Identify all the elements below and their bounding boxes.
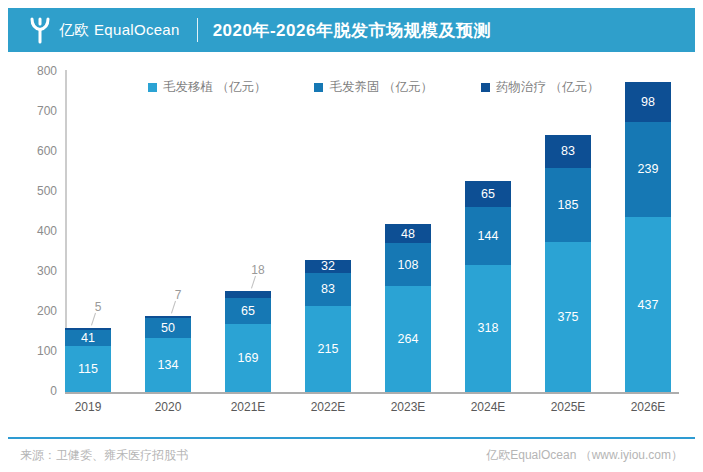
legend-label: 毛发移植 （亿元）: [163, 79, 266, 96]
callout-leader-line: [91, 312, 96, 325]
legend-label: 毛发养固 （亿元）: [329, 79, 432, 96]
bar-value-callout: 18: [245, 263, 271, 277]
x-axis-category-label: 2019: [53, 400, 123, 414]
bar-value-label: 134: [158, 358, 179, 372]
bar-value-label: 185: [558, 198, 579, 212]
bar-segment: 239: [625, 122, 671, 218]
bar-value-label: 375: [558, 310, 579, 324]
bar-segment: [65, 328, 111, 330]
bar-segment: 318: [465, 265, 511, 392]
bar-segment: 134: [145, 338, 191, 392]
header-bar: 亿欧 EqualOcean 2020年-2026年脱发市场规模及预测: [8, 8, 695, 52]
legend-label: 药物治疗 （亿元）: [496, 79, 599, 96]
bar-value-label: 318: [478, 321, 499, 335]
bar-segment: 98: [625, 82, 671, 121]
y-axis-tick-label: 0: [23, 384, 57, 398]
legend-marker-icon: [148, 83, 157, 92]
bar-value-label: 98: [641, 95, 655, 109]
bar-value-label: 239: [638, 162, 659, 176]
bar-value-label: 50: [161, 321, 175, 335]
bar-segment: [225, 291, 271, 298]
bar-value-label: 115: [78, 362, 98, 376]
callout-leader-line: [251, 276, 256, 289]
bar-value-label: 264: [398, 332, 419, 346]
bar-segment: 264: [385, 286, 431, 392]
legend-marker-icon: [481, 83, 490, 92]
bar-value-label: 169: [238, 351, 259, 365]
credit-note: 亿欧EqualOcean （www.iyiou.com）: [486, 447, 683, 464]
legend-item: 毛发养固 （亿元）: [314, 79, 432, 96]
x-axis-category-label: 2021E: [213, 400, 283, 414]
footer-divider: [8, 437, 695, 439]
logo: 亿欧 EqualOcean: [28, 16, 180, 44]
chart-legend: 毛发移植 （亿元） 毛发养固 （亿元） 药物治疗 （亿元）: [148, 79, 599, 96]
bar-segment: 50: [145, 318, 191, 338]
bar-segment: [145, 316, 191, 319]
bar-value-label: 83: [561, 144, 575, 158]
bar-segment: 48: [385, 224, 431, 243]
infographic-page: 亿欧 EqualOcean 2020年-2026年脱发市场规模及预测 毛发移植 …: [0, 0, 703, 472]
y-axis-tick-label: 500: [23, 184, 57, 198]
bar-value-callout: 7: [165, 288, 191, 302]
bar-value-label: 48: [401, 227, 415, 241]
callout-leader-line: [171, 300, 176, 313]
bar-value-label: 437: [638, 298, 659, 312]
y-axis-tick-label: 100: [23, 344, 57, 358]
legend-item: 毛发移植 （亿元）: [148, 79, 266, 96]
bar-value-label: 144: [478, 229, 499, 243]
source-note: 来源：卫健委、雍禾医疗招股书: [20, 447, 188, 464]
bar-value-label: 65: [481, 187, 495, 201]
bar-segment: 65: [465, 181, 511, 207]
bar-segment: 108: [385, 243, 431, 286]
y-axis-tick-label: 300: [23, 264, 57, 278]
bar-segment: 437: [625, 217, 671, 392]
y-axis-tick-label: 400: [23, 224, 57, 238]
bar-segment: 215: [305, 306, 351, 392]
bar-segment: 169: [225, 324, 271, 392]
bar-value-label: 215: [318, 342, 339, 356]
y-axis-tick-label: 600: [23, 144, 57, 158]
bar-segment: 115: [65, 346, 111, 392]
x-axis-category-label: 2023E: [373, 400, 443, 414]
bar-segment: 32: [305, 260, 351, 273]
bar-segment: 41: [65, 330, 111, 346]
legend-item: 药物治疗 （亿元）: [481, 79, 599, 96]
x-axis-line: [65, 392, 679, 394]
bar-segment: 185: [545, 168, 591, 242]
footer: 来源：卫健委、雍禾医疗招股书 亿欧EqualOcean （www.iyiou.c…: [20, 447, 683, 464]
y-axis-tick-label: 700: [23, 104, 57, 118]
bar-value-label: 41: [81, 331, 95, 345]
x-axis-category-label: 2022E: [293, 400, 363, 414]
equalocean-logo-icon: [28, 16, 52, 44]
y-axis-tick-label: 800: [23, 64, 57, 78]
bar-value-callout: 5: [85, 300, 111, 314]
bar-value-label: 83: [321, 282, 335, 296]
bar-segment: 83: [305, 273, 351, 306]
header-divider: [197, 18, 198, 42]
legend-marker-icon: [314, 83, 323, 92]
logo-text: 亿欧 EqualOcean: [59, 21, 180, 40]
bar-segment: 65: [225, 298, 271, 324]
bar-segment: 144: [465, 207, 511, 265]
x-axis-category-label: 2020: [133, 400, 203, 414]
x-axis-category-label: 2024E: [453, 400, 523, 414]
bar-segment: 83: [545, 135, 591, 168]
page-title: 2020年-2026年脱发市场规模及预测: [213, 19, 491, 42]
bar-segment: 375: [545, 242, 591, 392]
x-axis-category-label: 2026E: [613, 400, 683, 414]
bar-value-label: 108: [398, 258, 419, 272]
bar-value-label: 65: [241, 304, 255, 318]
x-axis-category-label: 2025E: [533, 400, 603, 414]
y-axis-tick-label: 200: [23, 304, 57, 318]
bar-value-label: 32: [321, 259, 335, 273]
